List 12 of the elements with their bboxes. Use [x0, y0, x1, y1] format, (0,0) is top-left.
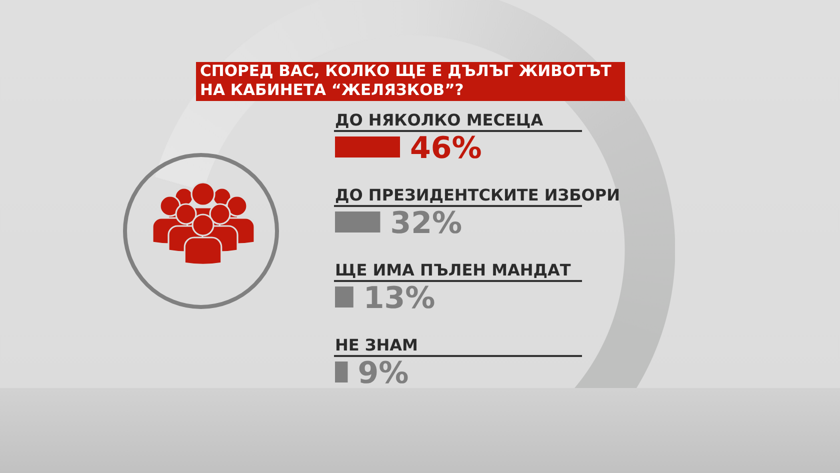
bar — [335, 136, 400, 158]
data-label: 13% — [363, 281, 436, 316]
data-label: 32% — [390, 206, 462, 241]
y-tick-label: ДО ПРЕЗИДЕНТСКИТЕ ИЗБОРИ — [335, 186, 620, 204]
data-label: 9% — [358, 356, 409, 391]
bar — [335, 362, 348, 382]
y-tick-label: НЕ ЗНАМ — [335, 336, 418, 354]
data-label: 46% — [410, 131, 482, 166]
bar — [335, 286, 354, 308]
y-tick-label: ЩЕ ИМА ПЪЛЕН МАНДАТ — [335, 260, 571, 280]
y-tick-label: ДО НЯКОЛКО МЕСЕЦА — [335, 110, 544, 130]
bar — [335, 212, 380, 232]
